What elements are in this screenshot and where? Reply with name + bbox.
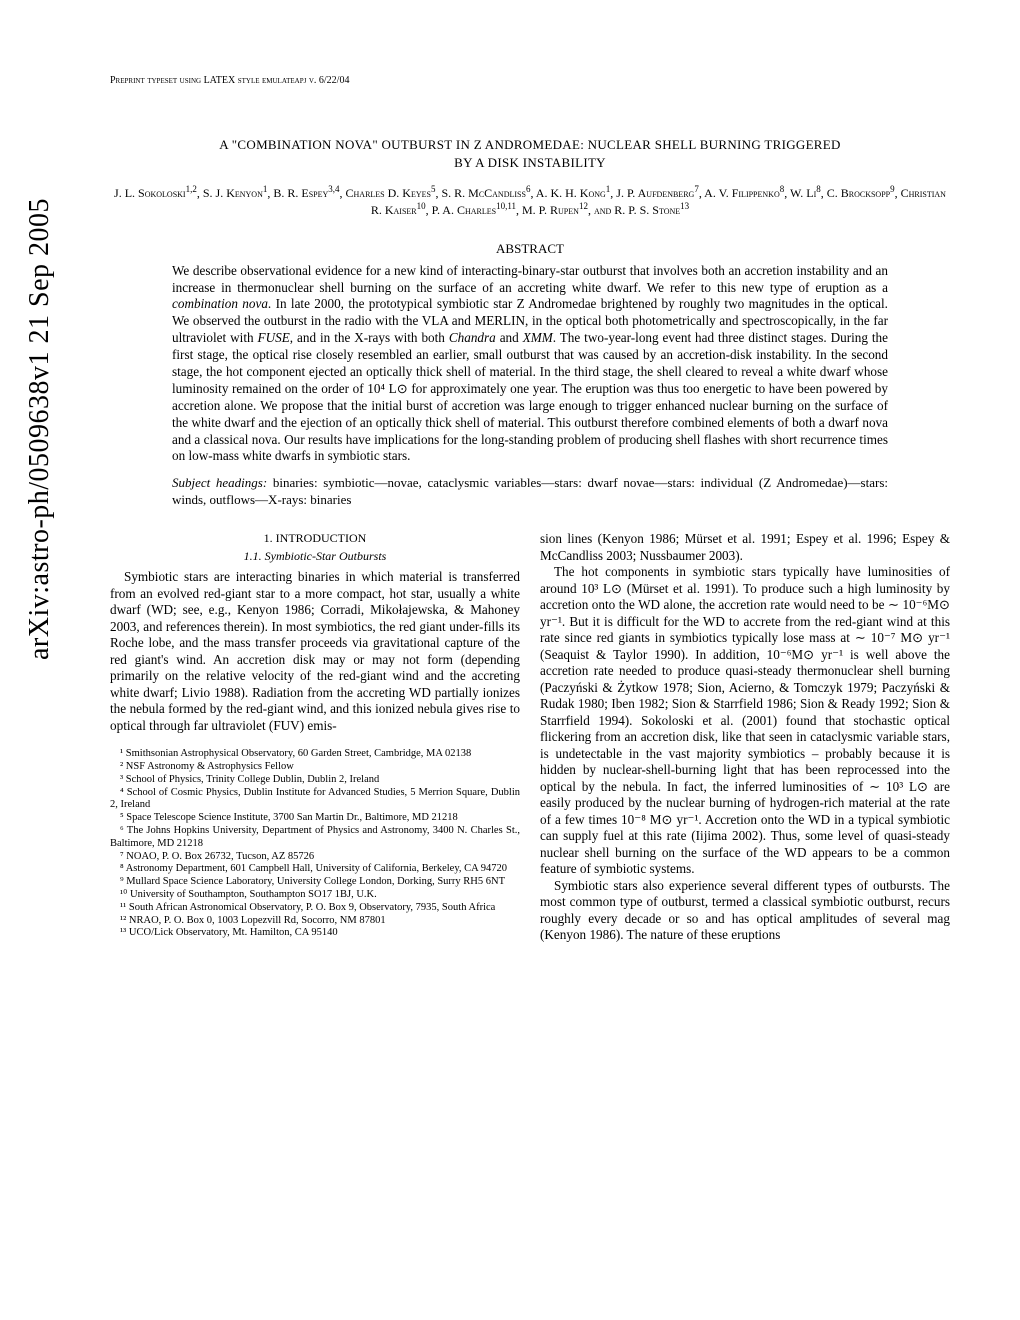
affiliation-footnote: ² NSF Astronomy & Astrophysics Fellow — [110, 761, 520, 774]
body-paragraph: sion lines (Kenyon 1986; Mürset et al. 1… — [540, 531, 950, 564]
affiliation-footnote: ⁹ Mullard Space Science Laboratory, Univ… — [110, 876, 520, 889]
subject-headings: Subject headings: binaries: symbiotic—no… — [172, 475, 888, 509]
affiliation-footnote: ⁷ NOAO, P. O. Box 26732, Tucson, AZ 8572… — [110, 851, 520, 864]
two-column-layout: 1. INTRODUCTION 1.1. Symbiotic-Star Outb… — [110, 531, 950, 944]
abstract-text: We describe observational evidence for a… — [172, 263, 888, 464]
body-paragraph: Symbiotic stars also experience several … — [540, 878, 950, 944]
affiliation-footnote: ¹⁰ University of Southampton, Southampto… — [110, 889, 520, 902]
affiliations-footnotes: ¹ Smithsonian Astrophysical Observatory,… — [110, 748, 520, 940]
abstract-body: We describe observational evidence for a… — [172, 263, 888, 466]
affiliation-footnote: ³ School of Physics, Trinity College Dub… — [110, 774, 520, 787]
subject-headings-label: Subject headings: — [172, 475, 267, 490]
affiliation-footnote: ⁸ Astronomy Department, 601 Campbell Hal… — [110, 863, 520, 876]
affiliation-footnote: ⁶ The Johns Hopkins University, Departme… — [110, 825, 520, 851]
paper-title: A "COMBINATION NOVA" OUTBURST IN Z ANDRO… — [110, 136, 950, 171]
subsection-heading-1-1: 1.1. Symbiotic-Star Outbursts — [110, 549, 520, 564]
affiliation-footnote: ¹³ UCO/Lick Observatory, Mt. Hamilton, C… — [110, 927, 520, 940]
right-column: sion lines (Kenyon 1986; Mürset et al. 1… — [540, 531, 950, 944]
abstract-heading: ABSTRACT — [110, 241, 950, 257]
affiliation-footnote: ⁴ School of Cosmic Physics, Dublin Insti… — [110, 787, 520, 813]
subject-headings-body: binaries: symbiotic—novae, cataclysmic v… — [172, 475, 888, 507]
title-line-1: A "COMBINATION NOVA" OUTBURST IN Z ANDRO… — [219, 137, 840, 152]
section-heading-1: 1. INTRODUCTION — [110, 531, 520, 546]
body-paragraph: Symbiotic stars are interacting binaries… — [110, 569, 520, 734]
left-column: 1. INTRODUCTION 1.1. Symbiotic-Star Outb… — [110, 531, 520, 944]
title-line-2: BY A DISK INSTABILITY — [454, 155, 606, 170]
affiliation-footnote: ¹ Smithsonian Astrophysical Observatory,… — [110, 748, 520, 761]
author-list: J. L. Sokoloski1,2, S. J. Kenyon1, B. R.… — [110, 185, 950, 219]
body-paragraph: The hot components in symbiotic stars ty… — [540, 564, 950, 878]
page-content: Preprint typeset using LATEX style emula… — [110, 75, 950, 944]
preprint-line: Preprint typeset using LATEX style emula… — [110, 75, 950, 86]
affiliation-footnote: ¹¹ South African Astronomical Observator… — [110, 902, 520, 915]
affiliation-footnote: ⁵ Space Telescope Science Institute, 370… — [110, 812, 520, 825]
affiliation-footnote: ¹² NRAO, P. O. Box 0, 1003 Lopezvill Rd,… — [110, 915, 520, 928]
arxiv-identifier: arXiv:astro-ph/0509638v1 21 Sep 2005 — [24, 198, 56, 660]
